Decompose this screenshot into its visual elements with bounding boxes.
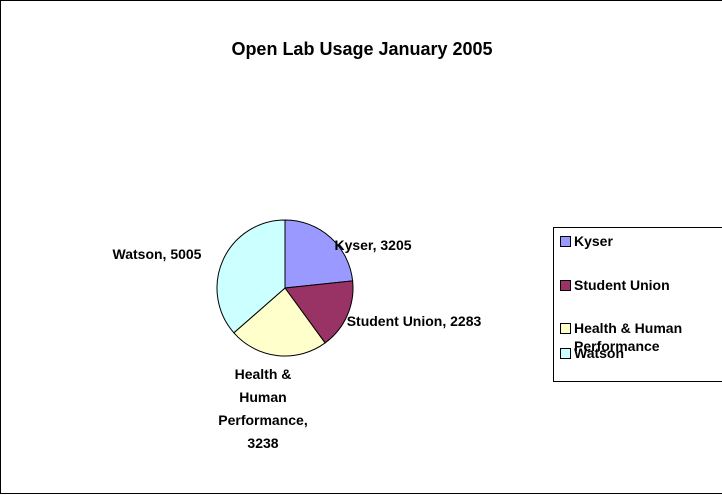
legend: Kyser Student Union Health & Human Perform… [553, 227, 722, 382]
pie-slice [284, 280, 354, 344]
data-label: Student Union, 2283 [346, 313, 482, 329]
legend-label: Watson [574, 345, 625, 361]
data-label: Health & Human Performance, 3238 [218, 366, 308, 451]
legend-swatch [560, 280, 571, 291]
legend-swatch [560, 348, 571, 359]
data-label: Watson, 5005 [112, 246, 202, 262]
legend-label: Health & Human Performance [574, 320, 683, 354]
chart-title: Open Lab Usage January 2005 [231, 39, 493, 59]
legend-label: Kyser [574, 233, 613, 249]
pie-slice [284, 219, 354, 289]
pie-slice [216, 219, 286, 334]
pie-slice [233, 287, 326, 357]
legend-label: Student Union [574, 277, 670, 293]
legend-swatch [560, 323, 571, 334]
data-label: Kyser, 3205 [334, 237, 412, 253]
legend-swatch [560, 236, 571, 247]
